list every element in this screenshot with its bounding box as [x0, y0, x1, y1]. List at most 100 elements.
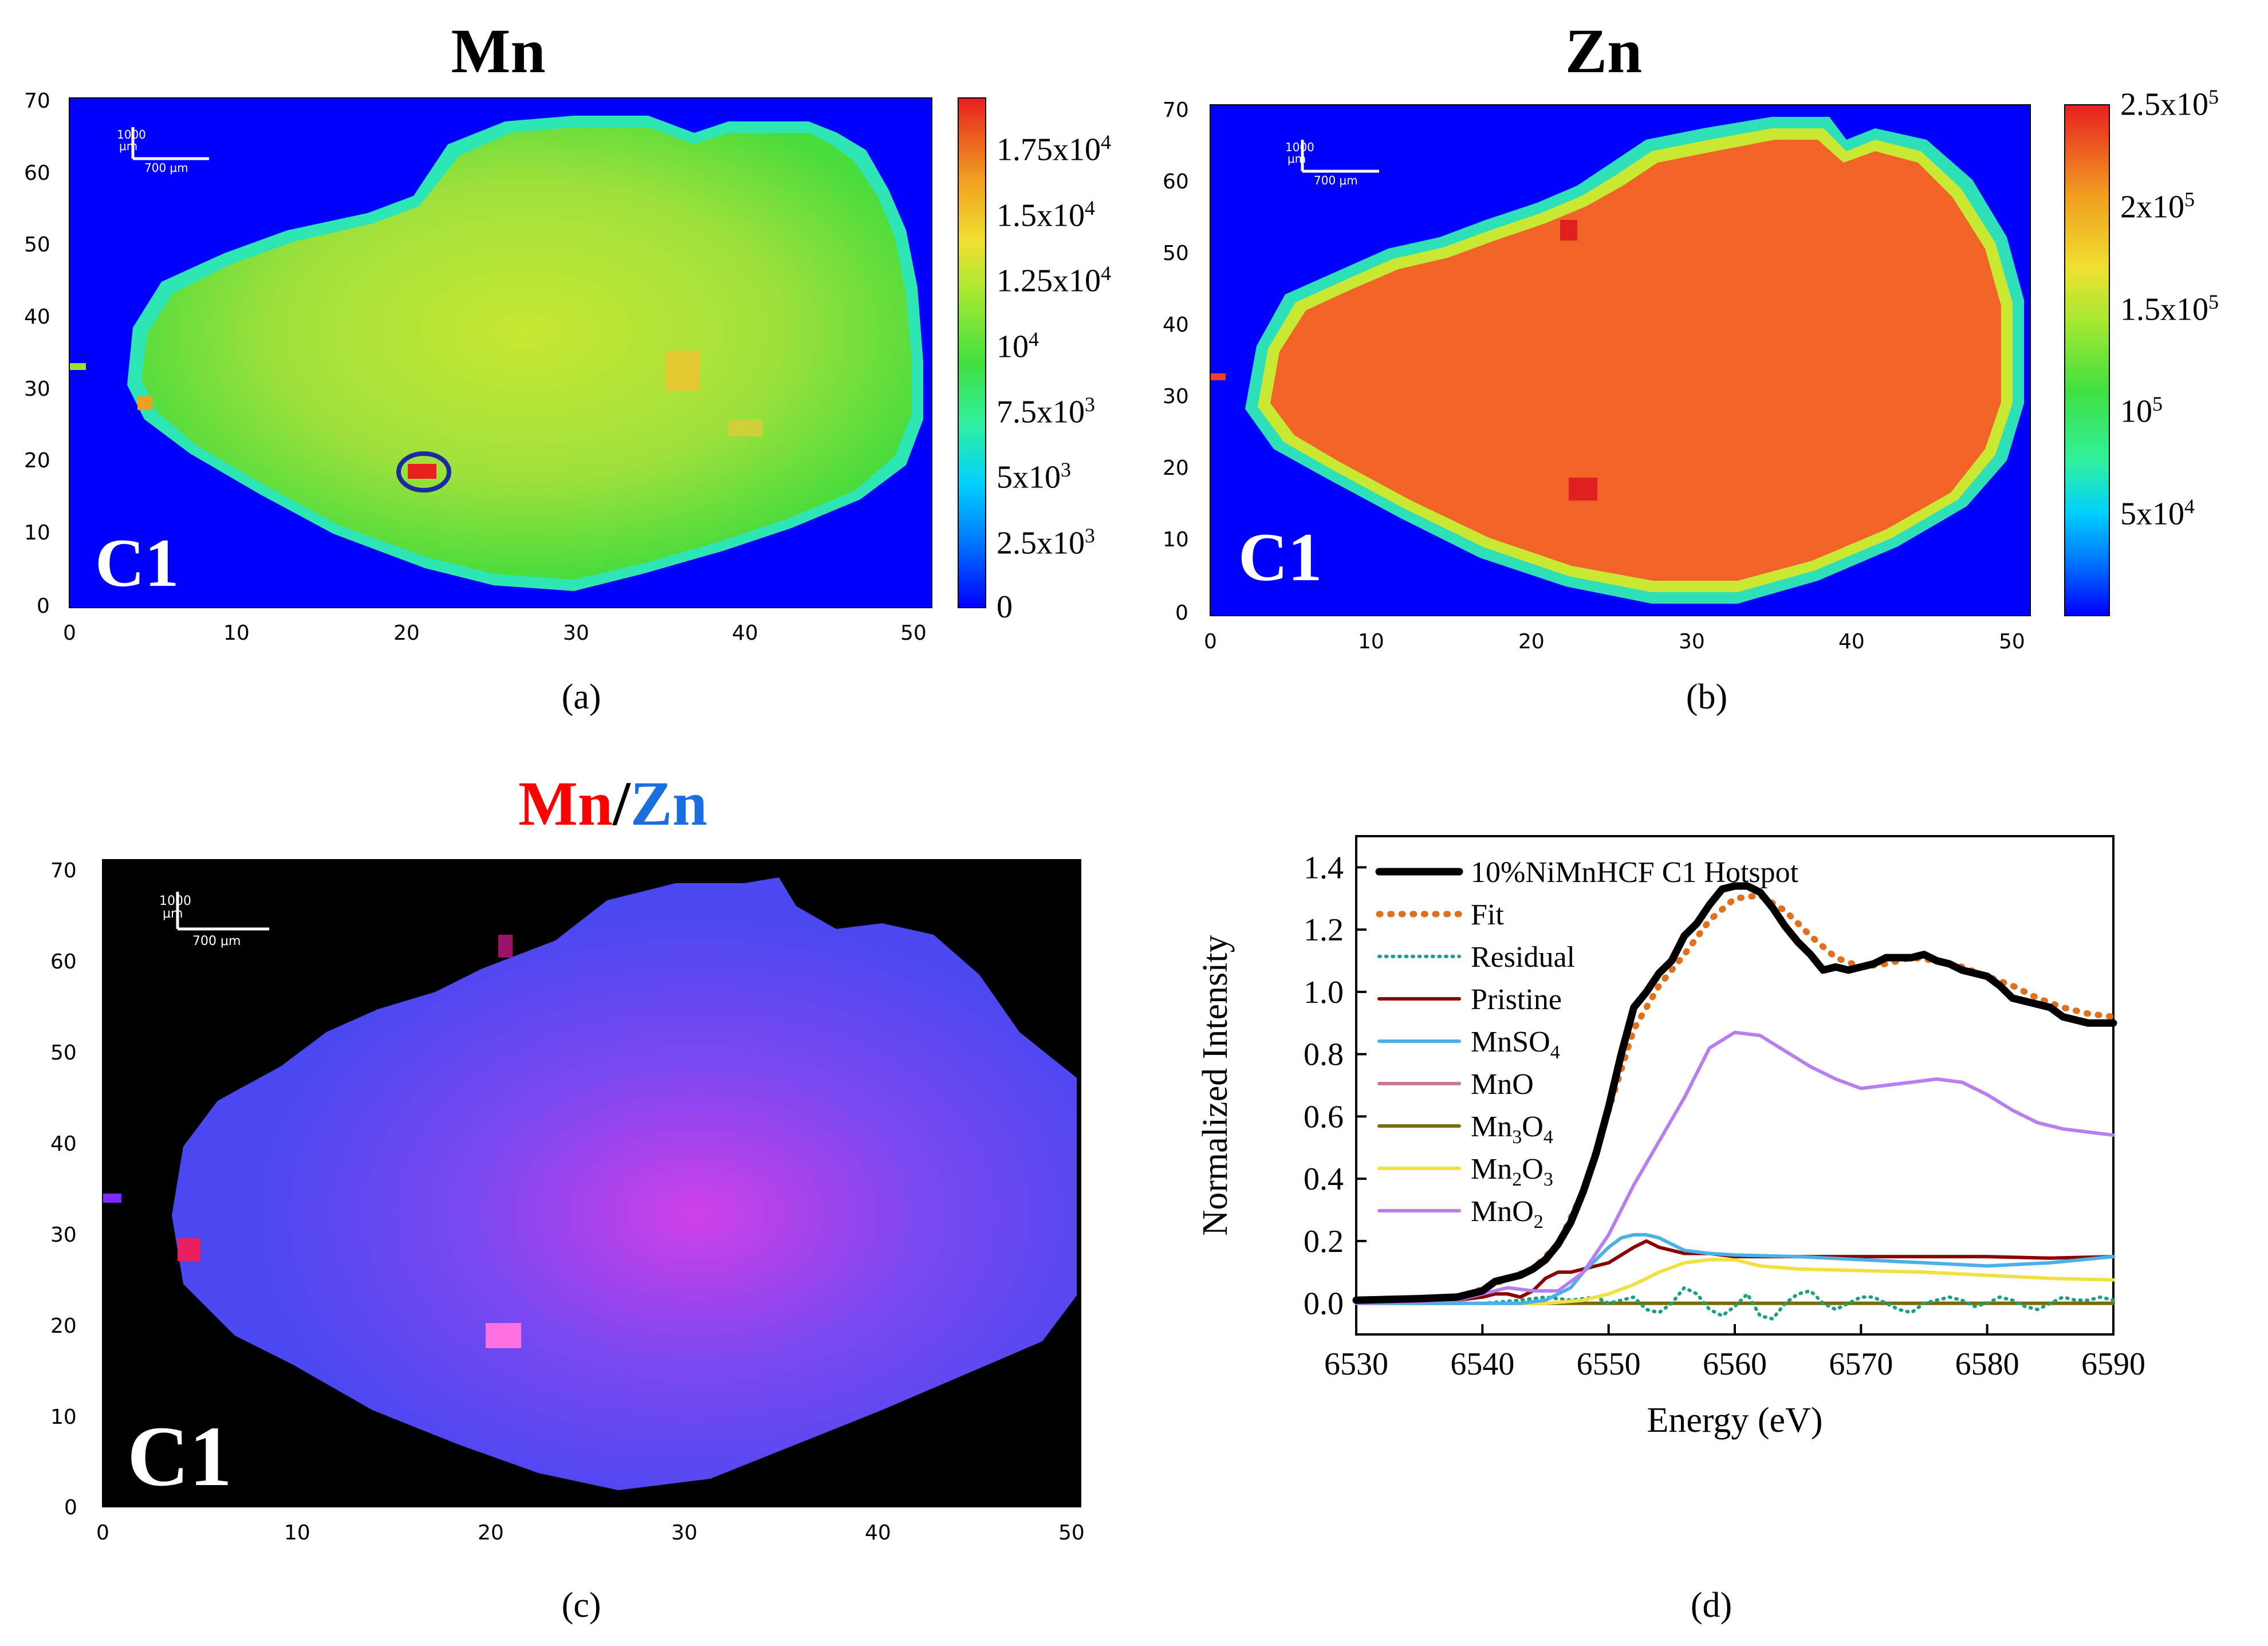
- panel-c-ytick: 40: [50, 1132, 77, 1156]
- mn-hotspot-circle: [396, 451, 451, 493]
- colorbar-label-exponent: 5: [2152, 392, 2163, 416]
- colorbar-label-exponent: 3: [1085, 392, 1095, 416]
- panel-c-ytick: 60: [50, 950, 77, 974]
- x-tick-label: 6540: [1450, 1346, 1514, 1382]
- legend-label: Mn2O3: [1471, 1153, 1553, 1190]
- legend-label-name: MnO: [1471, 1195, 1534, 1228]
- colorbar-label-exponent: 4: [1085, 196, 1095, 219]
- x-tick-label: 6530: [1324, 1346, 1388, 1382]
- colorbar-label-mantissa: 1.75x10: [997, 132, 1101, 168]
- legend-label-name: MnSO: [1471, 1026, 1550, 1058]
- colorbar-label-mantissa: 10: [997, 329, 1029, 365]
- mn-scale-unit: μm: [119, 139, 137, 153]
- legend-label-tail: O: [1522, 1153, 1544, 1186]
- panel-c-title-slash: /: [612, 769, 631, 838]
- legend-label: MnO: [1471, 1068, 1534, 1101]
- mn-scale-major: 1000: [117, 128, 146, 141]
- colorbar-label: 1.5x104: [997, 196, 1095, 234]
- legend-label: Pristine: [1471, 983, 1562, 1016]
- colorbar-label: 1.5x105: [2120, 290, 2219, 328]
- colorbar-label-exponent: 4: [1029, 327, 1039, 351]
- mn-map-edge-spot: [137, 396, 152, 410]
- legend-label-name: Fit: [1471, 899, 1504, 931]
- legend-label: MnO2: [1471, 1195, 1544, 1232]
- panel-c-ytick: 30: [50, 1223, 77, 1247]
- colorbar-label: 1.25x104: [997, 261, 1111, 300]
- legend-label-subscript: 3: [1512, 1127, 1522, 1148]
- legend-label: Residual: [1471, 941, 1575, 974]
- panel-c-title-mn: Mn: [518, 769, 613, 838]
- colorbar-label-exponent: 4: [2184, 495, 2195, 518]
- colorbar-label: 1.75x104: [997, 130, 1111, 168]
- zn-scalebar: 1000 μm 700 μm: [1285, 140, 1379, 187]
- colorbar-label-mantissa: 7.5x10: [997, 394, 1085, 430]
- panel-b-ytick: 0: [1175, 601, 1188, 625]
- mix-scale-major: 1000: [159, 894, 191, 908]
- panel-b-ytick: 10: [1163, 528, 1189, 552]
- colorbar-label-exponent: 5: [2184, 187, 2195, 211]
- panel-b-title: Zn: [1565, 16, 1643, 86]
- mn-map-body: [141, 127, 912, 580]
- legend-label-subscript: 4: [1550, 1042, 1560, 1063]
- mix-scale-unit: μm: [163, 907, 183, 921]
- panel-c-xtick: 20: [478, 1521, 504, 1545]
- mix-map-edge-1: [498, 935, 513, 958]
- panel-c-ytick: 50: [50, 1041, 77, 1065]
- legend-label-name: Pristine: [1471, 983, 1562, 1016]
- panel-a-ytick: 30: [24, 377, 50, 401]
- panel-a-ytick: 20: [24, 449, 50, 472]
- panel-a-letter: (a): [561, 678, 601, 716]
- zn-map-body: [1270, 140, 2001, 581]
- panel-c-letter: (c): [561, 1586, 601, 1625]
- colorbar-label: 105: [2120, 392, 2163, 430]
- panel-b-xtick: 30: [1679, 630, 1705, 653]
- colorbar-label: 5x103: [997, 458, 1071, 496]
- panel-c-ytick: 0: [64, 1496, 77, 1519]
- zn-map-hotspot-2: [1569, 478, 1597, 501]
- x-tick-label: 6550: [1577, 1346, 1641, 1382]
- panel-c-title: Mn/Zn: [487, 767, 739, 840]
- panel-b-ytick: 50: [1163, 242, 1189, 265]
- colorbar-label-exponent: 4: [1101, 131, 1111, 154]
- panel-d-letter: (d): [1690, 1586, 1732, 1625]
- panel-a-xtick: 0: [63, 621, 76, 645]
- zn-scale-unit: μm: [1287, 152, 1306, 166]
- panel-c-title-zn: Zn: [630, 769, 708, 838]
- legend-label-subscript: 2: [1534, 1211, 1544, 1232]
- panel-c-map: 1000 μm 700 μm C1: [102, 859, 1081, 1507]
- colorbar-label-exponent: 5: [2208, 85, 2219, 108]
- mn-map-side-mark: [70, 363, 86, 370]
- colorbar-label: 104: [997, 327, 1039, 365]
- panel-a-ytick: 10: [24, 521, 50, 545]
- panel-b-map: 1000 μm 700 μm C1: [1210, 104, 2031, 616]
- colorbar-label: 5x104: [2120, 494, 2195, 533]
- y-tick-label: 1.0: [1304, 975, 1344, 1010]
- panel-a-xtick: 40: [732, 621, 758, 645]
- panel-c-sample-label: C1: [127, 1409, 233, 1504]
- y-tick-label: 0.0: [1304, 1286, 1344, 1322]
- series-line-2: [1354, 1286, 2115, 1321]
- legend-label-name: 10%NiMnHCF C1 Hotspot: [1471, 856, 1799, 889]
- legend-label-tail: O: [1522, 1111, 1544, 1143]
- panel-a-colorbar: [958, 97, 986, 608]
- mix-scalebar: 1000 μm 700 μm: [159, 892, 269, 948]
- legend-label-subscript: 2: [1512, 1169, 1522, 1190]
- legend-label: Mn3O4: [1471, 1111, 1553, 1148]
- y-tick-label: 1.2: [1304, 912, 1344, 948]
- x-axis-label: Energy (eV): [1647, 1401, 1822, 1440]
- mn-map-patch-1: [666, 351, 700, 391]
- colorbar-label: 2.5x105: [2120, 85, 2219, 123]
- colorbar-label: 7.5x103: [997, 392, 1095, 431]
- mn-scalebar: 1000 μm 700 μm: [117, 127, 209, 175]
- panel-b-ytick: 20: [1163, 456, 1189, 480]
- panel-b-colorbar: [2064, 104, 2110, 616]
- legend-label-name: Mn: [1471, 1153, 1512, 1186]
- panel-b-xtick: 40: [1838, 630, 1865, 653]
- series-line-1: [1353, 892, 2117, 1304]
- series-line-0: [1352, 882, 2117, 1304]
- panel-a-xtick: 10: [223, 621, 250, 645]
- panel-b-ytick: 30: [1163, 385, 1189, 408]
- legend-label-name: Mn: [1471, 1111, 1512, 1143]
- legend-label: MnSO4: [1471, 1026, 1560, 1063]
- colorbar-label: 2x105: [2120, 187, 2195, 226]
